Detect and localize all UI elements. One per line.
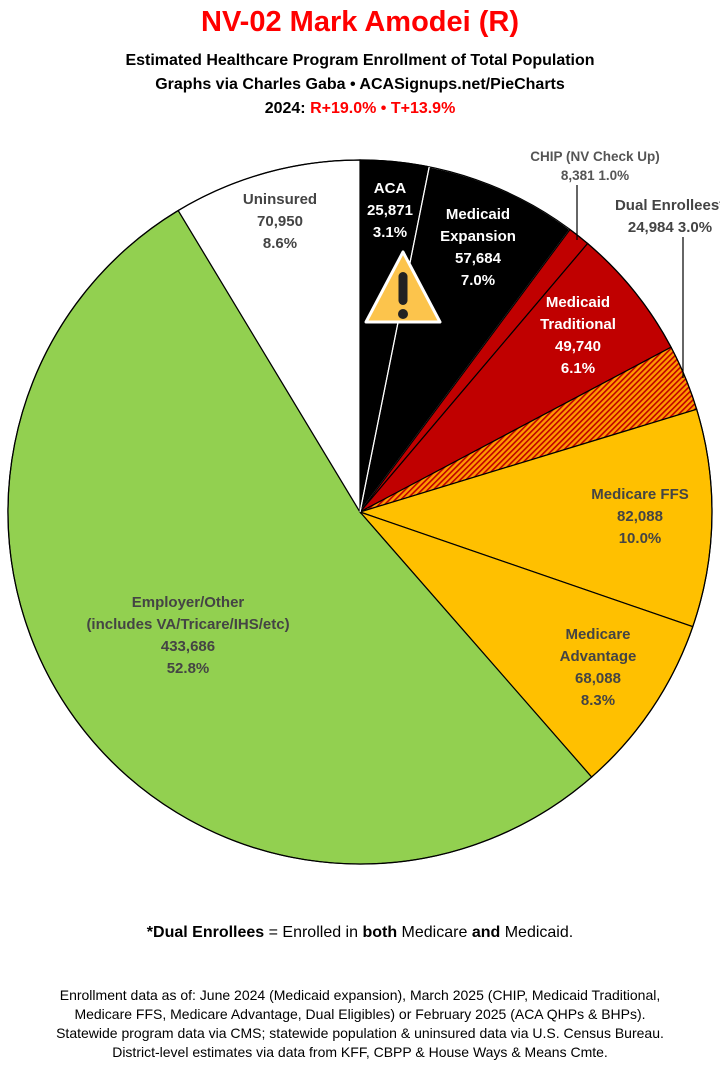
margins: R+19.0% • T+13.9% bbox=[310, 100, 456, 117]
chart-subtitle: Estimated Healthcare Program Enrollment … bbox=[125, 52, 595, 69]
year-margins: 2024: R+19.0% • T+13.9% bbox=[0, 100, 720, 118]
note-text: Medicare bbox=[397, 924, 472, 941]
data-label-line: 6.1% bbox=[560, 360, 596, 377]
note-text: Medicaid. bbox=[500, 924, 574, 941]
chart-credit: Graphs via Charles Gaba • ACASignups.net… bbox=[155, 76, 565, 93]
data-label-line: 8.6% bbox=[262, 235, 298, 252]
data-label-line: Employer/Other bbox=[131, 594, 245, 611]
data-label: Employer/Other (includes VA/Tricare/IHS/e… bbox=[86, 592, 289, 680]
data-label-line: 3.1% bbox=[372, 224, 408, 241]
data-label-line: 7.0% bbox=[460, 272, 496, 289]
note-term: *Dual Enrollees bbox=[146, 924, 265, 941]
data-label-line: 10.0% bbox=[618, 530, 662, 547]
note-bold: and bbox=[471, 924, 501, 941]
data-label-line: 24,984 3.0% bbox=[627, 219, 713, 236]
data-label: Uninsured 70,950 8.6% bbox=[243, 189, 317, 255]
data-label-line: Expansion bbox=[440, 228, 516, 245]
data-label-line: Advantage bbox=[559, 648, 637, 665]
data-label: Medicaid Traditional 49,740 6.1% bbox=[540, 292, 616, 380]
data-label-line: 49,740 bbox=[555, 338, 601, 355]
footer-line: District-level estimates via data from K… bbox=[112, 1044, 608, 1060]
data-label: Dual Enrollees* 24,984 3.0% bbox=[615, 195, 720, 239]
data-label: ACA 25,871 3.1% bbox=[367, 178, 413, 244]
data-label-line: 68,088 bbox=[575, 670, 621, 687]
pie-outline bbox=[7, 159, 713, 865]
note-bold: both bbox=[362, 924, 398, 941]
data-label-line: 8.3% bbox=[580, 692, 616, 709]
footer-line: Medicare FFS, Medicare Advantage, Dual E… bbox=[74, 1006, 646, 1022]
data-label-line: (includes VA/Tricare/IHS/etc) bbox=[86, 616, 290, 633]
footer-sources: Enrollment data as of: June 2024 (Medica… bbox=[0, 986, 720, 1062]
data-label-line: Medicare FFS bbox=[591, 486, 689, 503]
note-text: = Enrolled in bbox=[264, 924, 363, 941]
dual-enrollees-note: *Dual Enrollees = Enrolled in both Medic… bbox=[0, 924, 720, 942]
data-label-line: Medicaid bbox=[545, 294, 611, 311]
warning-icon bbox=[364, 250, 442, 324]
data-label: Medicare Advantage 68,088 8.3% bbox=[560, 624, 637, 712]
data-label-line: Traditional bbox=[540, 316, 616, 333]
data-label: Medicaid Expansion 57,684 7.0% bbox=[440, 204, 516, 292]
data-label-line: 70,950 bbox=[257, 213, 303, 230]
data-label-line: 57,684 bbox=[455, 250, 501, 267]
aca-boundary-line bbox=[359, 166, 430, 513]
data-label-line: 25,871 bbox=[367, 202, 413, 219]
data-label-line: 82,088 bbox=[617, 508, 663, 525]
footer-line: Statewide program data via CMS; statewid… bbox=[56, 1025, 664, 1041]
data-label-line: Uninsured bbox=[242, 191, 318, 208]
data-label: CHIP (NV Check Up) 8,381 1.0% bbox=[530, 147, 660, 185]
data-label-line: ACA bbox=[373, 180, 407, 197]
chart-title: NV-02 Mark Amodei (R) bbox=[201, 6, 519, 38]
data-label-line: CHIP (NV Check Up) bbox=[530, 149, 660, 164]
data-label-line: 8,381 1.0% bbox=[560, 168, 630, 183]
data-label-line: Dual Enrollees* bbox=[614, 197, 720, 214]
data-label: Medicare FFS 82,088 10.0% bbox=[591, 484, 689, 550]
data-label-line: Medicare bbox=[565, 626, 631, 643]
footer-line: Enrollment data as of: June 2024 (Medica… bbox=[59, 987, 661, 1003]
year-label: 2024: bbox=[264, 100, 306, 117]
data-label-line: 52.8% bbox=[166, 660, 210, 677]
data-label-line: 433,686 bbox=[160, 638, 216, 655]
data-label-line: Medicaid bbox=[445, 206, 511, 223]
